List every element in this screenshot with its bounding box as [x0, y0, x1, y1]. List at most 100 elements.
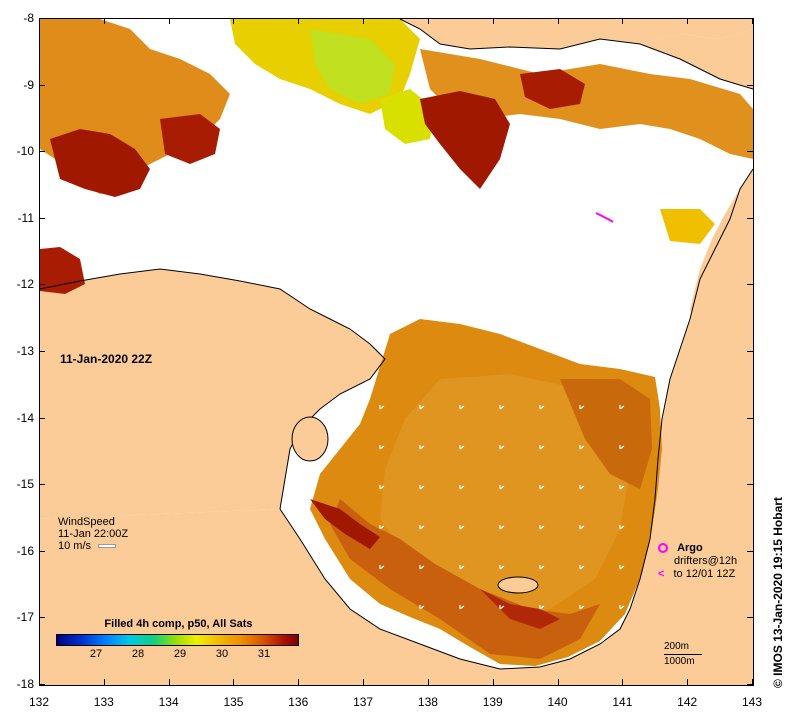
sst-north-west-dark2 [160, 114, 220, 164]
x-tick [363, 679, 365, 685]
wind-arrow [459, 445, 465, 450]
y-tick-label: -18 [16, 677, 34, 691]
y-tick [39, 550, 45, 552]
y-tick [39, 217, 45, 219]
wind-arrow [579, 445, 585, 450]
wind-arrow [619, 405, 625, 410]
wind-arrow [379, 405, 385, 410]
wind-arrow [619, 565, 625, 570]
sst-east-gulf-dark [480, 589, 560, 629]
wind-arrow [499, 605, 505, 610]
x-tick [233, 18, 235, 24]
sst-east-small [660, 209, 715, 244]
colorbar-tick-label: 31 [257, 648, 271, 660]
argo-line2: to 12/01 12Z [673, 568, 736, 580]
wind-arrows [379, 405, 625, 610]
x-tick-label: 142 [677, 695, 698, 709]
depth-contour-legend: 200m 1000m [664, 640, 702, 669]
x-tick [557, 18, 559, 24]
y-tick-label: -17 [16, 610, 34, 625]
argo-float-icon [658, 543, 668, 554]
y-tick [747, 617, 753, 619]
wind-arrow [419, 565, 425, 570]
y-tick [747, 84, 753, 86]
y-tick [747, 684, 753, 685]
land-png-east [640, 29, 753, 89]
y-tick [39, 684, 45, 685]
wind-arrow [539, 485, 545, 490]
y-tick [747, 18, 753, 19]
x-tick-label: 135 [223, 695, 244, 709]
x-tick [233, 679, 235, 685]
coastline-gulf [279, 318, 691, 670]
x-tick [103, 18, 105, 24]
mornington-island [497, 576, 539, 594]
x-tick [622, 679, 624, 685]
x-tick-label: 143 [741, 695, 763, 709]
wind-arrow [459, 525, 465, 530]
y-tick [747, 417, 753, 419]
sst-map-canvas [40, 19, 753, 685]
y-tick [39, 617, 45, 619]
y-tick [39, 18, 45, 19]
y-tick [747, 151, 753, 153]
land-png [400, 19, 753, 49]
wind-arrow [539, 445, 545, 450]
x-tick [298, 679, 300, 685]
wind-arrow [459, 405, 465, 410]
colorbar-ticks: 27 28 29 30 31 [56, 646, 301, 660]
x-tick [363, 18, 365, 24]
wind-arrow [619, 525, 625, 530]
wind-arrow [499, 485, 505, 490]
y-tick [39, 351, 45, 352]
argo-legend: Argo drifters@12h < to 12/01 12Z [658, 542, 737, 581]
wind-time: 11-Jan 22:00Z [58, 528, 129, 540]
map-timestamp: 11-Jan-2020 22Z [60, 352, 153, 366]
wind-arrow [499, 565, 505, 570]
x-tick [39, 679, 40, 685]
x-tick [103, 679, 105, 685]
wind-arrow [419, 485, 425, 490]
argo-track [595, 212, 614, 223]
y-tick-label: -8 [23, 11, 34, 25]
wind-title: WindSpeed [58, 516, 115, 528]
x-tick-label: 139 [482, 695, 503, 709]
x-tick-label: 133 [93, 695, 114, 709]
x-tick [687, 18, 689, 24]
wind-arrow [379, 565, 385, 570]
y-tick [39, 151, 45, 153]
y-tick [747, 351, 753, 352]
wind-arrow [579, 525, 585, 530]
wind-arrow [539, 405, 545, 410]
y-tick [747, 284, 753, 286]
wind-arrow [379, 525, 385, 530]
sst-map [39, 18, 754, 686]
y-tick [747, 550, 753, 552]
x-tick [39, 18, 40, 24]
y-tick [39, 84, 45, 86]
sst-gulf-center [380, 374, 630, 614]
x-tick-label: 136 [288, 695, 309, 709]
coastline-cape-york [689, 168, 753, 320]
wind-arrow [379, 605, 385, 610]
x-tick-label: 138 [417, 695, 438, 709]
wind-arrow [579, 405, 585, 410]
land-cape-york [690, 169, 753, 349]
x-tick-label: 132 [28, 695, 50, 709]
y-tick [39, 417, 45, 419]
wind-arrow [579, 485, 585, 490]
sst-colorbar: Filled 4h comp, p50, All Sats 27 28 29 30 31 [56, 618, 301, 660]
wind-arrow [619, 485, 625, 490]
wind-arrow [539, 565, 545, 570]
wind-scale-label: 10 m/s [58, 540, 92, 552]
colorbar-title: Filled 4h comp, p50, All Sats [104, 618, 253, 630]
wind-arrow [499, 445, 505, 450]
y-tick-label: -9 [23, 77, 34, 92]
y-tick [39, 484, 45, 486]
x-tick [557, 679, 559, 685]
sst-coastal-dark [310, 499, 380, 549]
y-tick-label: -15 [16, 477, 34, 492]
sst-north-west-dark [50, 129, 150, 197]
colorbar-tick-label: 29 [173, 648, 187, 660]
wind-arrow [539, 525, 545, 530]
